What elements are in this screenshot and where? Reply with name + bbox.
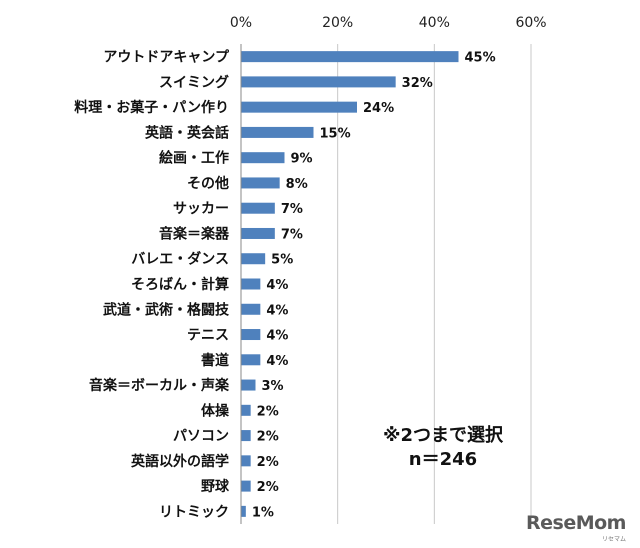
category-label: アウトドアキャンプ bbox=[103, 50, 230, 66]
bar bbox=[241, 101, 357, 113]
annotation-sample-size: n＝246 bbox=[408, 449, 478, 470]
category-label: 武道・武術・格闘技 bbox=[103, 301, 230, 318]
category-label: そろばん・計算 bbox=[131, 276, 229, 293]
value-label: 2% bbox=[257, 455, 279, 470]
bar bbox=[241, 303, 261, 315]
annotation-selection-note: ※2つまで選択 bbox=[382, 425, 504, 446]
bar bbox=[241, 354, 261, 366]
bar bbox=[241, 329, 261, 341]
value-label: 24% bbox=[363, 101, 394, 116]
category-label: 書道 bbox=[201, 352, 229, 369]
value-label: 5% bbox=[271, 253, 293, 268]
resemom-logo-sub: リセマム bbox=[602, 536, 627, 543]
value-label: 32% bbox=[402, 76, 433, 91]
bar bbox=[241, 379, 256, 391]
bar bbox=[241, 152, 285, 164]
value-label: 2% bbox=[257, 404, 279, 419]
value-label: 9% bbox=[291, 152, 313, 167]
x-tick-label: 20% bbox=[322, 15, 353, 31]
category-label: 音楽＝楽器 bbox=[159, 225, 230, 242]
value-label: 8% bbox=[286, 177, 308, 192]
value-label: 2% bbox=[257, 480, 279, 495]
category-label: 英語・英会話 bbox=[144, 124, 229, 141]
category-label: 体操 bbox=[201, 402, 230, 419]
value-label: 15% bbox=[320, 126, 351, 141]
resemom-logo: ReseMom bbox=[526, 512, 626, 534]
value-label: 4% bbox=[266, 278, 288, 293]
bar bbox=[241, 430, 251, 442]
category-label: パソコン bbox=[173, 429, 229, 445]
value-label: 4% bbox=[266, 329, 288, 344]
bar bbox=[241, 177, 280, 189]
category-label: 野球 bbox=[201, 478, 230, 495]
bar bbox=[241, 404, 251, 416]
bar bbox=[241, 278, 261, 290]
bar bbox=[241, 505, 246, 517]
annotation: ※2つまで選択 n＝246 bbox=[368, 424, 518, 472]
value-label: 3% bbox=[262, 379, 284, 394]
bar bbox=[241, 455, 251, 467]
value-label: 4% bbox=[266, 354, 288, 369]
category-label: スイミング bbox=[159, 74, 229, 91]
bar bbox=[241, 227, 275, 239]
bar bbox=[241, 76, 396, 88]
x-tick-label: 40% bbox=[419, 15, 450, 31]
bar bbox=[241, 51, 459, 63]
category-label: 絵画・工作 bbox=[159, 150, 229, 167]
value-label: 45% bbox=[465, 51, 496, 66]
value-label: 1% bbox=[252, 505, 274, 520]
bar bbox=[241, 253, 266, 265]
category-label: サッカー bbox=[173, 201, 229, 217]
category-label: 料理・お菓子・パン作り bbox=[74, 99, 229, 116]
bar bbox=[241, 126, 314, 138]
x-tick-label: 0% bbox=[230, 15, 252, 31]
category-label: その他 bbox=[187, 175, 229, 192]
value-label: 7% bbox=[281, 227, 303, 242]
category-label: バレエ・ダンス bbox=[131, 251, 229, 268]
category-label: テニス bbox=[187, 328, 229, 344]
category-label: 音楽＝ボーカル・声楽 bbox=[89, 377, 230, 394]
value-label: 7% bbox=[281, 202, 303, 217]
x-tick-label: 60% bbox=[515, 15, 546, 31]
category-label: リトミック bbox=[159, 504, 229, 520]
bar bbox=[241, 202, 275, 214]
category-label: 英語以外の語学 bbox=[130, 453, 229, 470]
value-label: 4% bbox=[266, 303, 288, 318]
value-label: 2% bbox=[257, 430, 279, 445]
bar bbox=[241, 480, 251, 492]
